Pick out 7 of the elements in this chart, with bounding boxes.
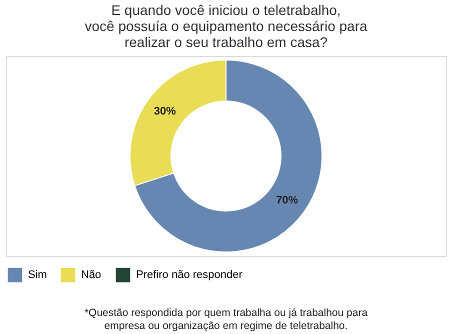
legend-label: Prefiro não responder [136,269,243,282]
text: *Questão respondida por quem trabalha ou já trabalhou para empresa ou organização em regime de teletrabalho. [84,307,368,332]
chart-title: E quando você iniciou o teletrabalho, você possuía o equipamento necessário para realizar o seu trabalho em casa? [84,2,368,50]
data-label: 30% [154,106,176,118]
legend-label: Sim [28,269,47,282]
data-label: 70% [276,194,298,206]
legend-label: Não [81,269,102,282]
